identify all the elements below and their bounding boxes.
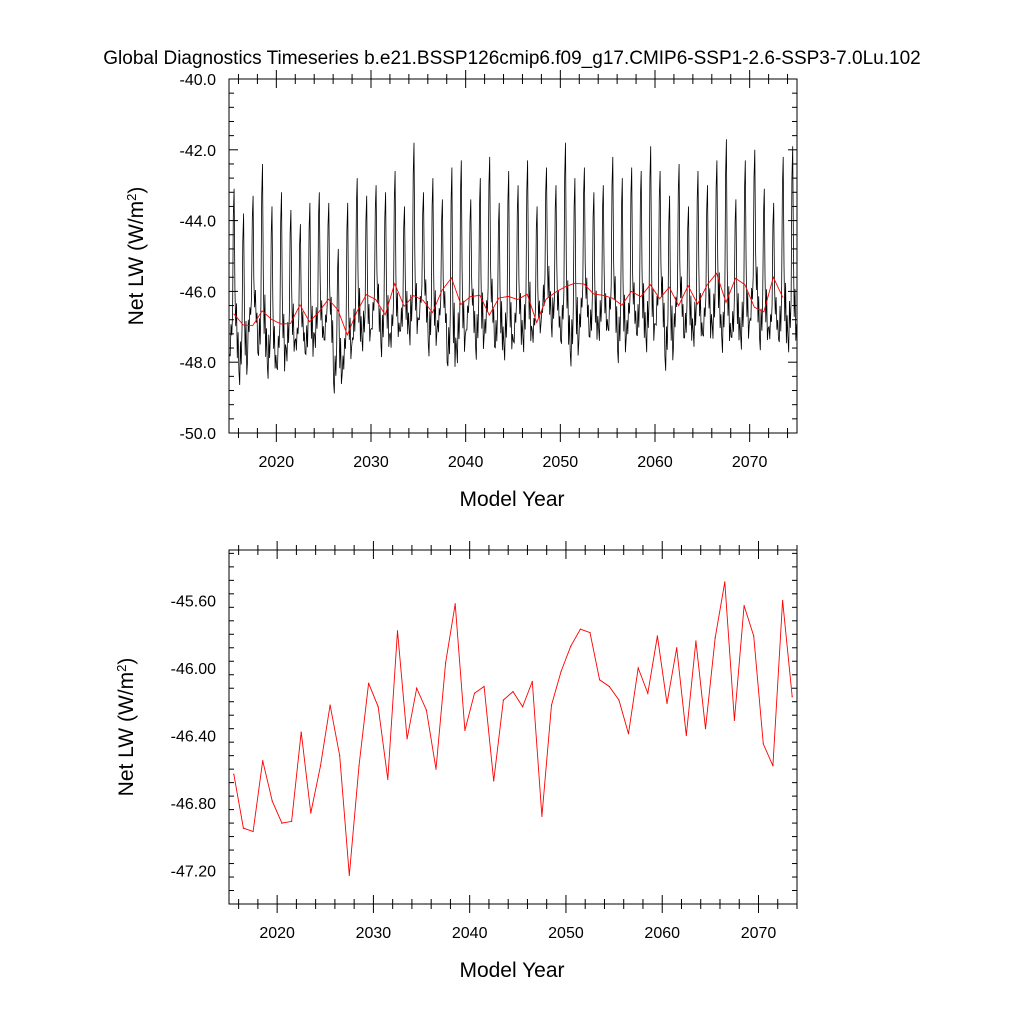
bottom-x-tick-labels: 2020 2030 2040 2050 2060 2070 bbox=[259, 925, 776, 942]
y-tick-label: -46.40 bbox=[171, 728, 216, 745]
x-tick-label: 2040 bbox=[452, 925, 488, 942]
y-tick-label: -50.0 bbox=[180, 426, 217, 443]
bottom-y-tick-labels: -47.20 -46.80 -46.40 -46.00 -45.60 bbox=[171, 594, 216, 881]
y-tick-label: -46.00 bbox=[171, 661, 216, 678]
y-tick-label: -44.0 bbox=[180, 214, 217, 231]
x-tick-label: 2060 bbox=[637, 454, 673, 471]
top-axis-ticks bbox=[229, 70, 797, 442]
y-tick-label: -42.0 bbox=[180, 143, 217, 160]
top-panel: -50.0-48.0-46.0-44.0-42.0-40.0 2020 2030 2… bbox=[124, 70, 798, 511]
x-tick-label: 2060 bbox=[644, 925, 680, 942]
monthly-series-line bbox=[229, 139, 797, 394]
y-tick-label: -47.20 bbox=[171, 863, 216, 880]
bottom-axis-ticks bbox=[229, 541, 798, 913]
y-tick-label: -45.60 bbox=[171, 594, 216, 611]
x-tick-label: 2050 bbox=[548, 925, 584, 942]
x-tick-label: 2030 bbox=[356, 925, 392, 942]
y-tick-label: -40.0 bbox=[180, 72, 217, 89]
top-x-tick-labels: 2020 2030 2040 2050 2060 2070 bbox=[259, 454, 768, 471]
x-tick-label: 2070 bbox=[732, 454, 768, 471]
bottom-x-axis-label: Model Year bbox=[459, 959, 564, 982]
bottom-plot-frame bbox=[228, 549, 798, 905]
x-tick-label: 2070 bbox=[741, 925, 777, 942]
bottom-y-axis-label: Net LW (W/m2) bbox=[114, 658, 139, 797]
annual-series-line bbox=[233, 272, 784, 337]
top-y-tick-labels: -50.0 -48.0 -46.0 -44.0 -42.0 -40.0 bbox=[180, 72, 217, 443]
top-plot-frame bbox=[228, 78, 798, 434]
y-tick-label: -46.0 bbox=[180, 284, 217, 301]
bottom-panel: -47.20-46.80-46.40-46.00-45.60 2020 2030 2… bbox=[114, 541, 798, 982]
x-tick-label: 2020 bbox=[259, 925, 295, 942]
top-x-axis-label: Model Year bbox=[459, 488, 564, 511]
chart-title: Global Diagnostics Timeseries b.e21.BSSP… bbox=[103, 48, 920, 69]
x-tick-label: 2030 bbox=[353, 454, 389, 471]
x-tick-label: 2020 bbox=[259, 454, 295, 471]
bottom-annual-series-line bbox=[233, 581, 793, 876]
y-tick-label: -48.0 bbox=[180, 355, 217, 372]
top-y-axis-label: Net LW (W/m2) bbox=[124, 187, 149, 326]
y-tick-label: -46.80 bbox=[171, 796, 216, 813]
x-tick-label: 2040 bbox=[448, 454, 484, 471]
bottom-annual-points bbox=[233, 581, 793, 876]
x-tick-label: 2050 bbox=[543, 454, 579, 471]
